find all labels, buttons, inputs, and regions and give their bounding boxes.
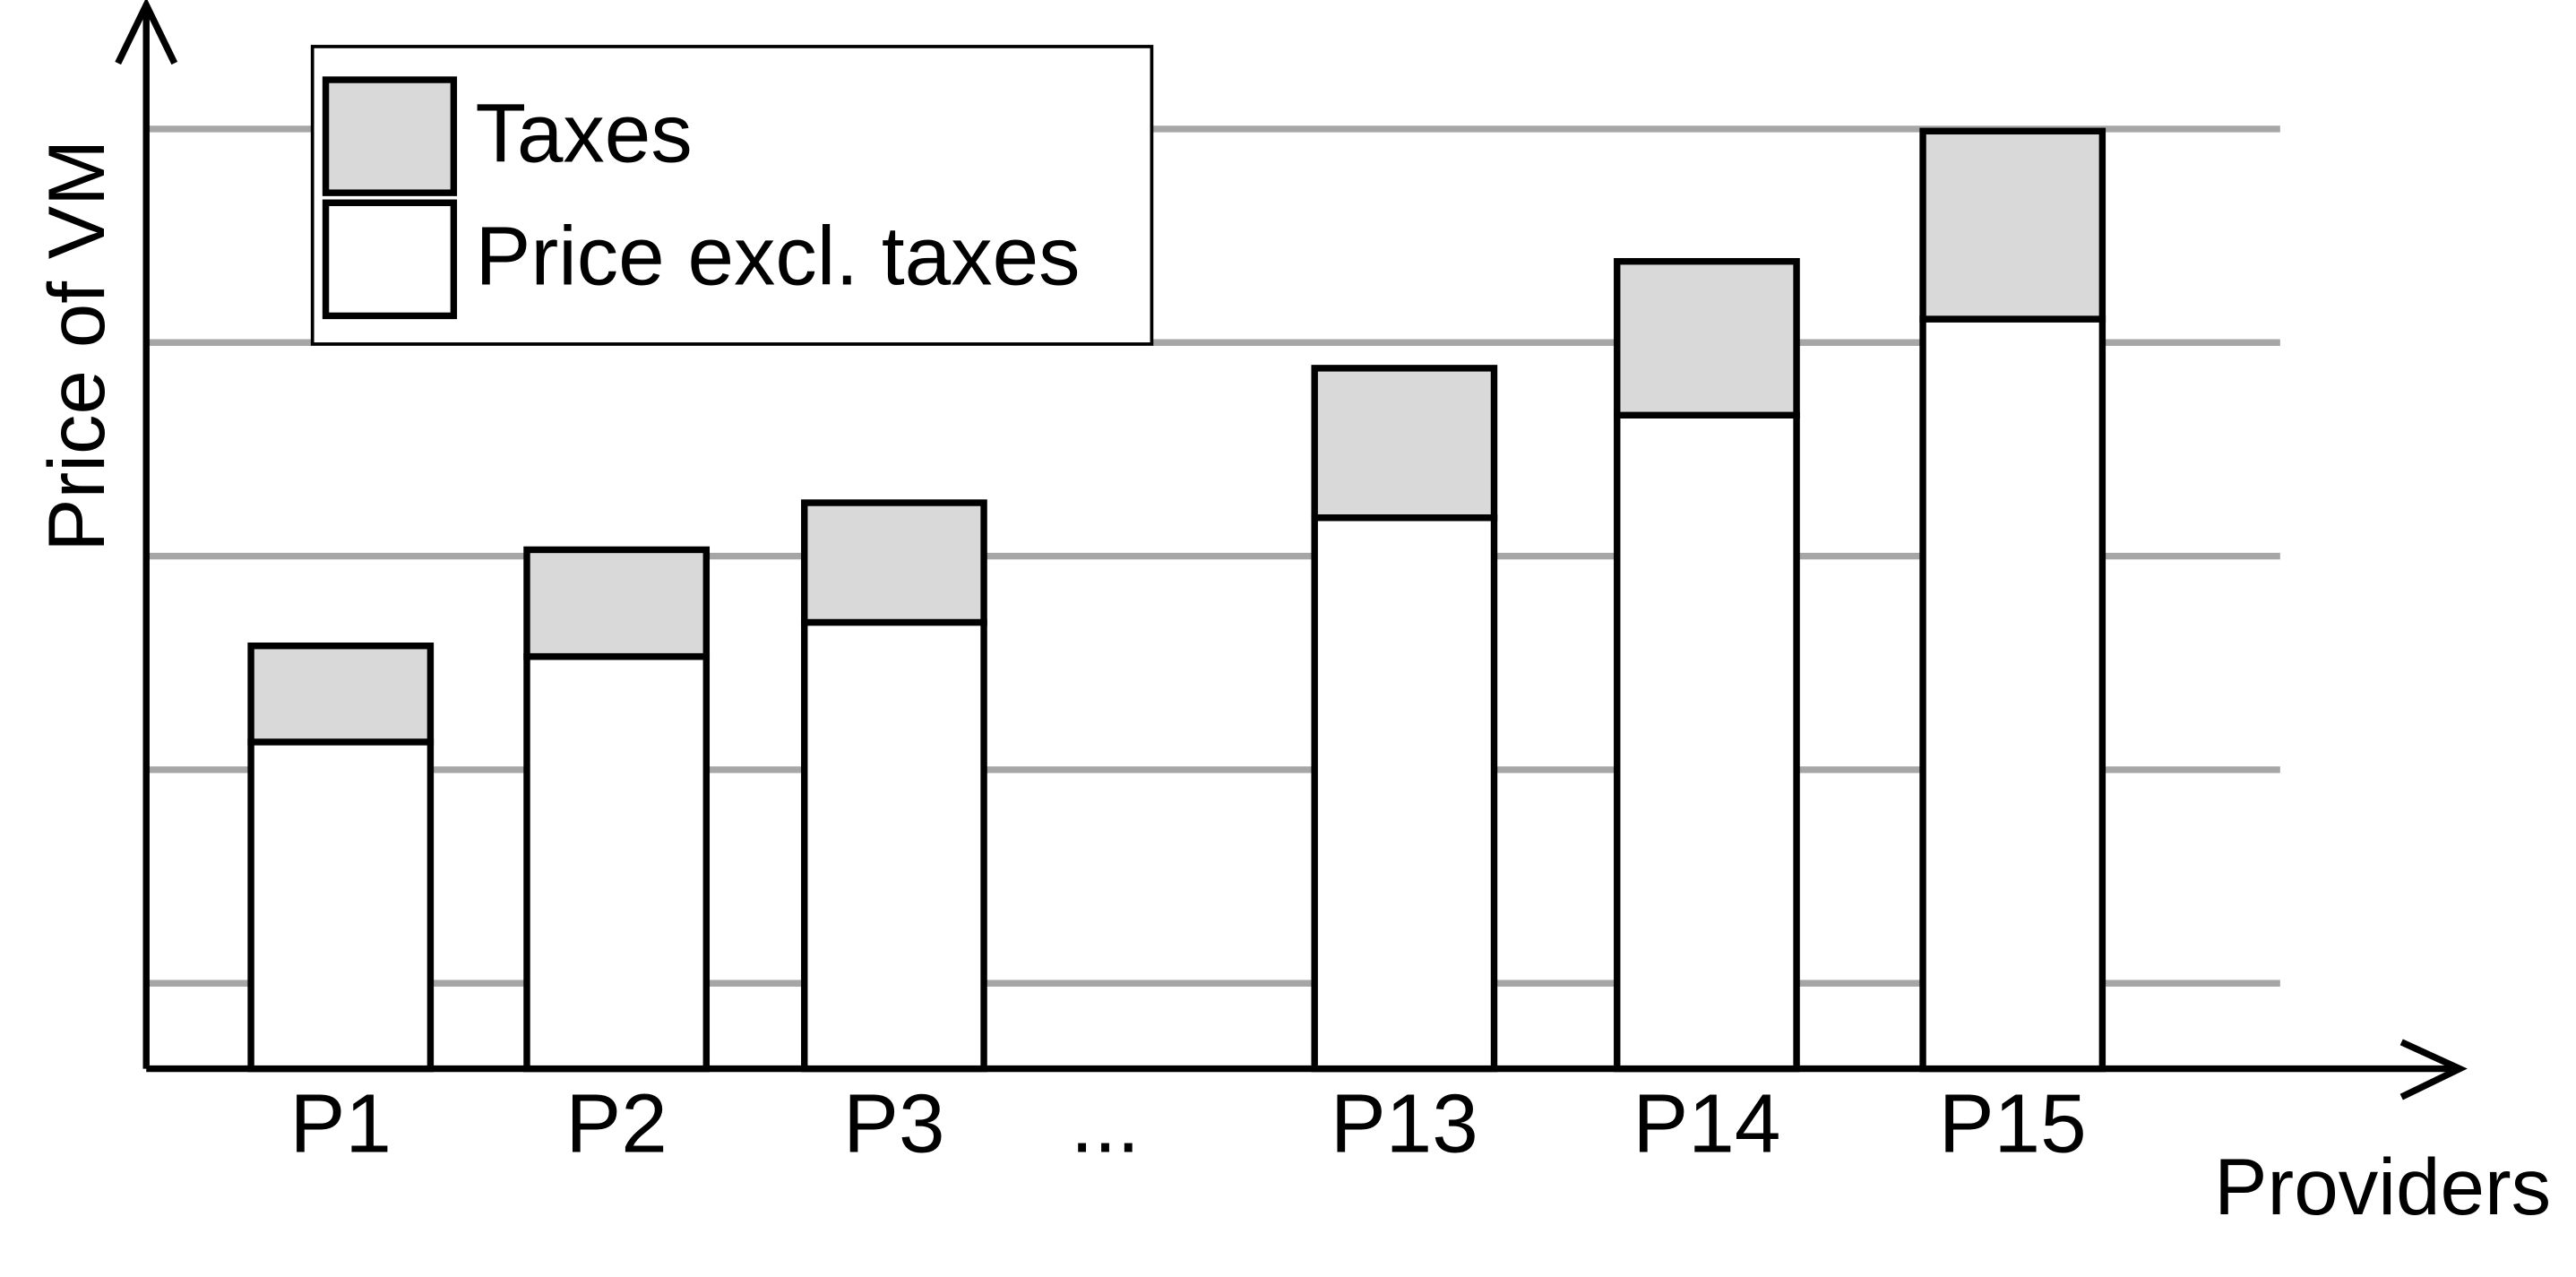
bar-segment [523, 652, 711, 1073]
bar-segment [1311, 365, 1498, 522]
bar-segment [1614, 257, 1800, 419]
bar-segment [1919, 127, 2106, 323]
x-tick-label: P2 [565, 1077, 667, 1170]
x-tick-label: P14 [1633, 1077, 1780, 1170]
x-tick-label: P1 [290, 1077, 392, 1170]
bar-segment [801, 499, 987, 626]
bar-segment [247, 738, 435, 1073]
legend-swatch [322, 76, 458, 196]
x-axis-label: Providers [2214, 1142, 2551, 1231]
x-tick-label: ... [1071, 1077, 1140, 1170]
x-tick-label: P13 [1331, 1077, 1478, 1170]
bar-segment [247, 642, 435, 746]
bar-segment [523, 546, 711, 660]
bar-segment [1311, 513, 1498, 1073]
x-tick-label: P3 [843, 1077, 944, 1170]
y-axis-arrow [115, 0, 178, 65]
bar-segment [801, 618, 987, 1073]
x-tick-label: P15 [1939, 1077, 2087, 1170]
x-axis-arrow [2399, 1039, 2468, 1100]
legend-swatch [322, 199, 458, 320]
bar-segment [1919, 315, 2106, 1073]
legend-label: Taxes [475, 86, 692, 179]
legend-label: Price excl. taxes [475, 210, 1080, 303]
bar-segment [1614, 411, 1800, 1073]
y-axis-label: Price of VM [31, 140, 121, 552]
